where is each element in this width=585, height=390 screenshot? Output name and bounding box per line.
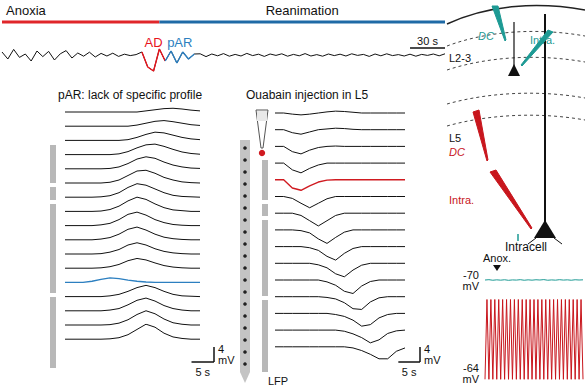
svg-text:Ouabain injection in L5: Ouabain injection in L5	[246, 88, 368, 102]
svg-text:Anox.: Anox.	[483, 252, 511, 264]
svg-text:Intracell: Intracell	[505, 240, 547, 254]
svg-text:pAR: lack of specific profile: pAR: lack of specific profile	[58, 88, 202, 102]
svg-text:DC: DC	[449, 146, 465, 158]
svg-text:30 s: 30 s	[417, 35, 438, 47]
svg-text:Anoxia: Anoxia	[6, 3, 47, 18]
svg-text:-64: -64	[463, 361, 479, 374]
svg-text:DC: DC	[478, 30, 494, 42]
svg-text:mV: mV	[424, 354, 441, 366]
svg-text:LFP: LFP	[268, 375, 288, 387]
svg-text:5 s: 5 s	[402, 366, 417, 378]
svg-text:-70: -70	[463, 268, 479, 281]
svg-text:Intra.: Intra.	[449, 194, 474, 206]
svg-text:4: 4	[424, 343, 431, 355]
svg-text:L5: L5	[449, 132, 461, 144]
svg-text:mV: mV	[218, 354, 235, 366]
svg-text:mV: mV	[463, 373, 480, 385]
svg-text:L2-3: L2-3	[449, 52, 471, 64]
svg-text:pAR: pAR	[167, 35, 192, 50]
svg-text:mV: mV	[463, 280, 480, 292]
svg-text:Reanimation: Reanimation	[266, 3, 339, 18]
svg-text:5 s: 5 s	[195, 366, 210, 378]
svg-text:Intra.: Intra.	[530, 34, 555, 46]
svg-text:AD: AD	[145, 35, 163, 50]
svg-text:4: 4	[218, 343, 225, 355]
